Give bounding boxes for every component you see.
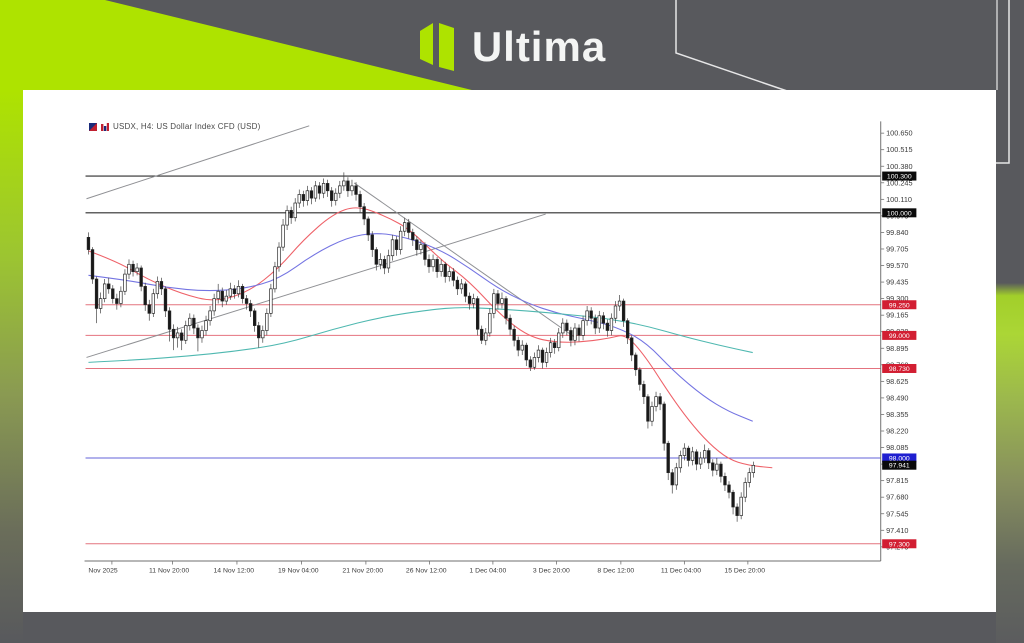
svg-text:98.220: 98.220 bbox=[886, 427, 908, 436]
svg-text:14 Nov 12:00: 14 Nov 12:00 bbox=[213, 567, 254, 574]
svg-text:97.815: 97.815 bbox=[886, 476, 908, 485]
svg-text:99.000: 99.000 bbox=[889, 333, 910, 340]
svg-text:26 Nov 12:00: 26 Nov 12:00 bbox=[406, 567, 447, 574]
green-accent-left-strip bbox=[0, 90, 23, 643]
svg-text:15 Dec 20:00: 15 Dec 20:00 bbox=[724, 567, 765, 574]
brand-logo-text: Ultima bbox=[471, 23, 607, 70]
svg-text:100.380: 100.380 bbox=[886, 162, 912, 171]
brand-logo: Ultima bbox=[0, 18, 1024, 76]
chart-symbol-label: USDX, H4: US Dollar Index CFD (USD) bbox=[113, 122, 261, 131]
svg-text:100.110: 100.110 bbox=[886, 195, 912, 204]
svg-text:98.490: 98.490 bbox=[886, 393, 908, 402]
svg-text:97.545: 97.545 bbox=[886, 509, 908, 518]
svg-text:97.410: 97.410 bbox=[886, 526, 908, 535]
chart-canvas[interactable]: 100.650100.515100.380100.245100.11099.97… bbox=[23, 90, 996, 612]
svg-text:21 Nov 20:00: 21 Nov 20:00 bbox=[342, 567, 383, 574]
green-accent-right-strip bbox=[996, 0, 1024, 643]
svg-text:1 Dec 04:00: 1 Dec 04:00 bbox=[469, 567, 506, 574]
svg-text:98.000: 98.000 bbox=[889, 456, 910, 463]
svg-text:98.895: 98.895 bbox=[886, 344, 908, 353]
chart-symbol-header: USDX, H4: US Dollar Index CFD (USD) bbox=[89, 122, 260, 131]
svg-text:8 Dec 12:00: 8 Dec 12:00 bbox=[597, 567, 634, 574]
platform-icon bbox=[89, 122, 97, 131]
svg-text:99.165: 99.165 bbox=[886, 311, 908, 320]
svg-text:99.300: 99.300 bbox=[886, 294, 908, 303]
svg-text:3 Dec 20:00: 3 Dec 20:00 bbox=[533, 567, 570, 574]
svg-text:97.941: 97.941 bbox=[889, 463, 910, 470]
svg-text:97.680: 97.680 bbox=[886, 493, 908, 502]
svg-text:100.515: 100.515 bbox=[886, 145, 912, 154]
svg-text:11 Dec 04:00: 11 Dec 04:00 bbox=[661, 567, 701, 574]
svg-text:100.300: 100.300 bbox=[887, 174, 912, 181]
svg-text:19 Nov 04:00: 19 Nov 04:00 bbox=[278, 567, 319, 574]
svg-text:99.570: 99.570 bbox=[886, 261, 908, 270]
svg-text:98.625: 98.625 bbox=[886, 377, 908, 386]
svg-text:100.650: 100.650 bbox=[886, 129, 912, 138]
svg-text:Nov 2025: Nov 2025 bbox=[88, 567, 117, 574]
svg-text:99.435: 99.435 bbox=[886, 278, 908, 287]
chart-card: 100.650100.515100.380100.245100.11099.97… bbox=[23, 90, 996, 612]
svg-text:11 Nov 20:00: 11 Nov 20:00 bbox=[149, 567, 189, 574]
svg-text:100.245: 100.245 bbox=[886, 178, 912, 187]
svg-text:98.355: 98.355 bbox=[886, 410, 908, 419]
svg-text:100.000: 100.000 bbox=[887, 210, 912, 217]
brand-logo-icon bbox=[419, 23, 454, 71]
svg-text:98.085: 98.085 bbox=[886, 443, 908, 452]
svg-text:97.300: 97.300 bbox=[889, 541, 910, 548]
svg-text:99.705: 99.705 bbox=[886, 245, 908, 254]
svg-text:98.730: 98.730 bbox=[889, 366, 910, 373]
svg-text:99.840: 99.840 bbox=[886, 228, 908, 237]
svg-text:99.250: 99.250 bbox=[889, 302, 910, 309]
bars-icon bbox=[101, 122, 109, 131]
